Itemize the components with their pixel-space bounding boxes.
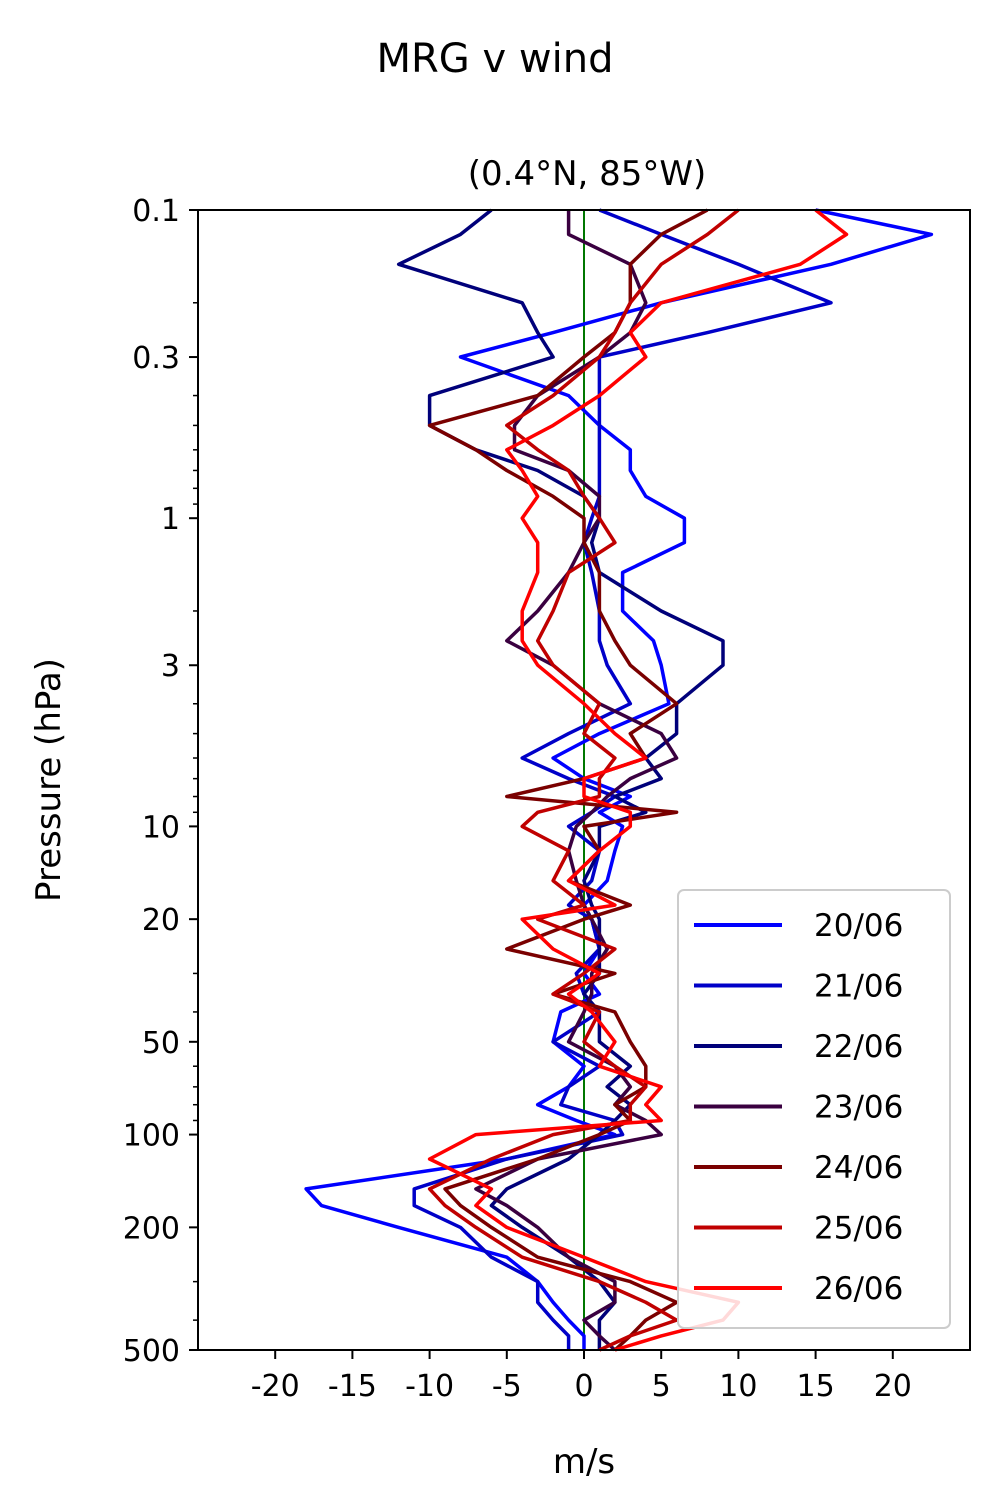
legend-label: 23/06 <box>814 1090 903 1126</box>
series-line-25-06 <box>427 208 740 1352</box>
plot-area <box>304 208 934 1352</box>
series-line-24-06 <box>427 208 709 1352</box>
legend-label: 26/06 <box>814 1271 903 1307</box>
chart-subtitle: (0.4°N, 85°W) <box>468 154 707 194</box>
y-axis-label: Pressure (hPa) <box>29 658 69 902</box>
legend: 20/06 21/06 22/06 23/06 24/06 25/06 26/06 <box>677 889 951 1329</box>
y-tick-label: 100 <box>123 1119 180 1154</box>
x-tick-label: 5 <box>652 1369 671 1404</box>
x-tick-label: 10 <box>719 1369 757 1404</box>
series-line-26-06 <box>427 208 849 1352</box>
y-tick-label: 10 <box>142 810 180 845</box>
legend-label: 22/06 <box>814 1029 903 1065</box>
x-tick-label: -10 <box>405 1369 454 1404</box>
y-tick-label: 3 <box>161 649 180 684</box>
legend-label: 24/06 <box>814 1150 903 1186</box>
x-tick-label: -20 <box>251 1369 300 1404</box>
x-tick-label: 0 <box>574 1369 593 1404</box>
legend-box <box>677 889 951 1329</box>
x-tick-label: 20 <box>874 1369 912 1404</box>
y-tick-label: 500 <box>123 1334 180 1369</box>
x-axis-label: m/s <box>553 1442 615 1482</box>
legend-label: 21/06 <box>814 969 903 1005</box>
series-line-20-06 <box>304 208 934 1350</box>
y-tick-label: 1 <box>161 502 180 537</box>
y-tick-label: 0.3 <box>132 341 180 376</box>
legend-label: 20/06 <box>814 908 903 944</box>
legend-label: 25/06 <box>814 1211 903 1247</box>
x-tick-label: 15 <box>797 1369 835 1404</box>
series-line-21-06 <box>412 208 833 1350</box>
x-tick-label: -15 <box>328 1369 377 1404</box>
axis-ticks: -20 -15 -10 -5 0 5 10 15 20 0.1 0.3 1 3 10 20 50 100 200 5… <box>123 194 912 1404</box>
y-tick-label: 50 <box>142 1026 180 1061</box>
x-tick-label: -5 <box>492 1369 522 1404</box>
y-tick-label: 0.1 <box>132 194 180 229</box>
y-tick-label: 200 <box>123 1211 180 1246</box>
y-tick-label: 20 <box>142 903 180 938</box>
chart-title: MRG v wind <box>377 36 614 82</box>
